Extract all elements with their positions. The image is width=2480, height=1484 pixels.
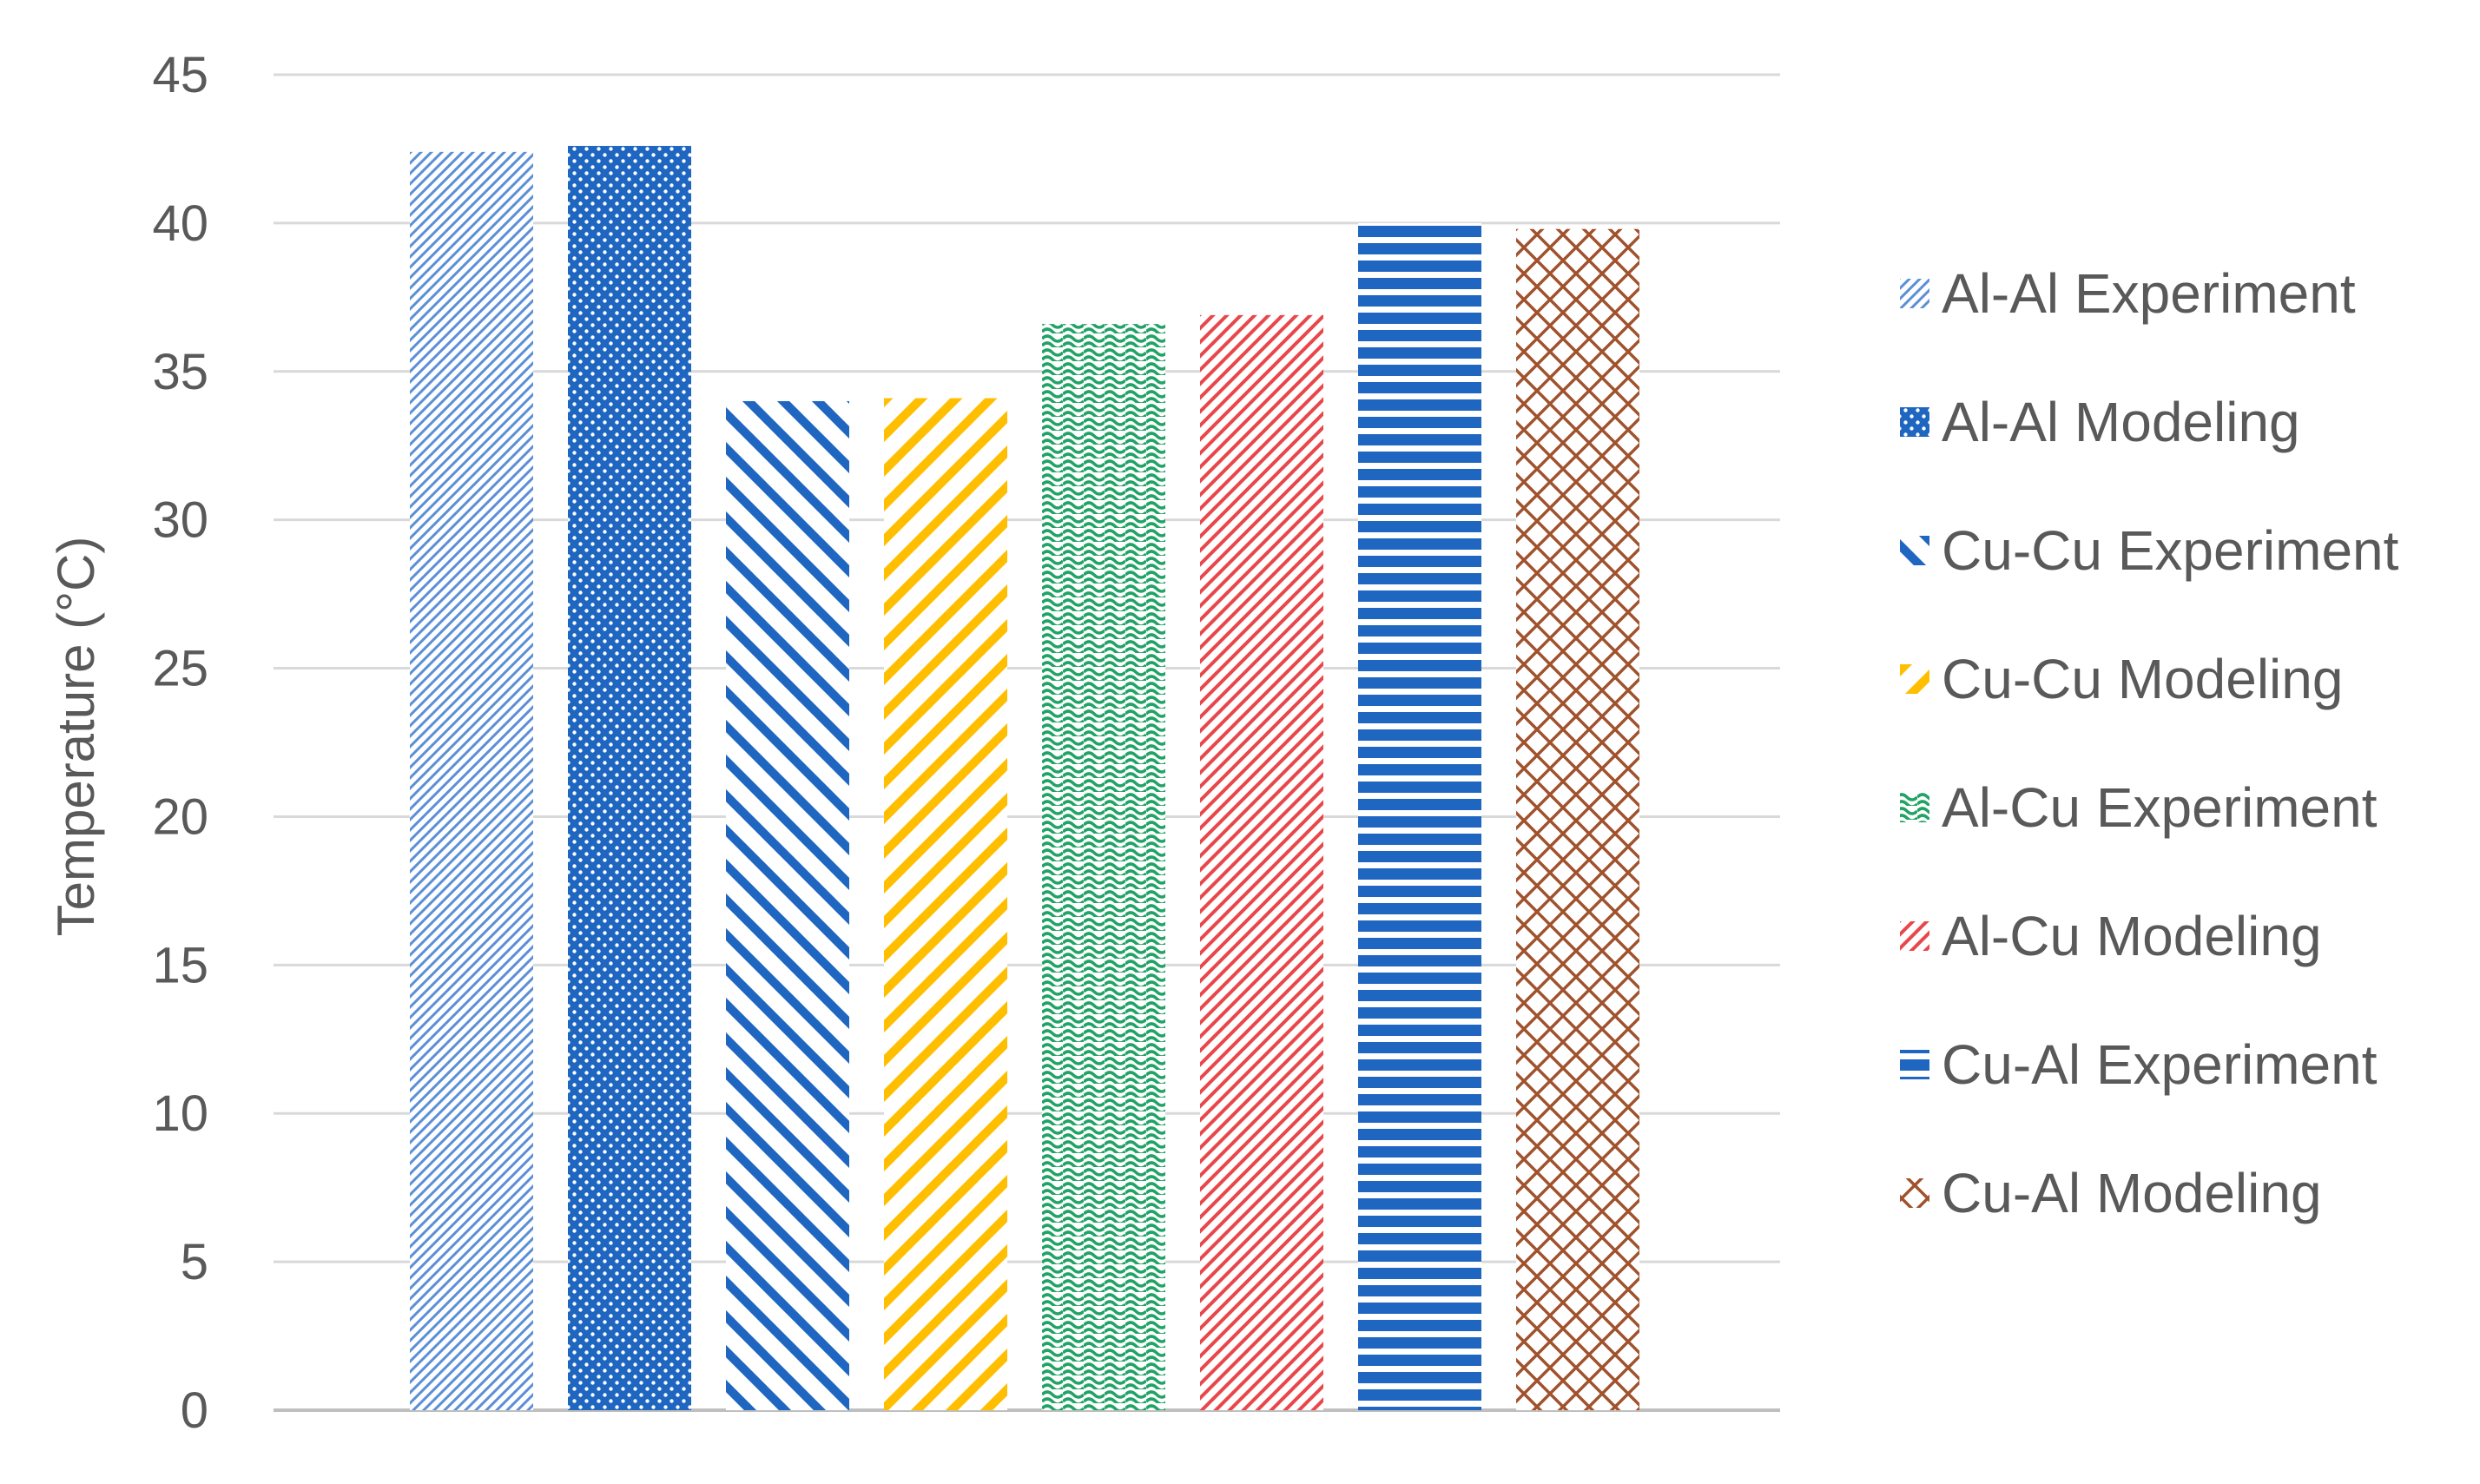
legend-swatch [1900, 1178, 1929, 1208]
legend-item: Al-Al Modeling [1900, 391, 2300, 453]
legend-item: Cu-Al Modeling [1900, 1162, 2322, 1224]
legend-label: Cu-Al Experiment [1942, 1033, 2378, 1096]
legend-swatch [1900, 279, 1929, 308]
legend-label: Cu-Cu Modeling [1942, 648, 2343, 710]
y-tick-label: 40 [152, 195, 208, 252]
bar-al-al-experiment [410, 151, 533, 1411]
bars [410, 146, 1639, 1411]
legend-label: Al-Cu Experiment [1942, 776, 2378, 839]
y-tick-label: 15 [152, 937, 208, 993]
legend-item: Al-Cu Modeling [1900, 905, 2322, 967]
legend-item: Cu-Cu Modeling [1900, 648, 2343, 710]
legend-label: Cu-Cu Experiment [1942, 519, 2399, 582]
bar-cu-cu-experiment [726, 400, 849, 1410]
bar-al-cu-experiment [1042, 324, 1165, 1411]
bar-cu-al-experiment [1358, 222, 1481, 1410]
legend-item: Cu-Al Experiment [1900, 1033, 2378, 1096]
y-tick-label: 0 [181, 1382, 208, 1439]
legend-swatch [1900, 1050, 1929, 1079]
bar-al-cu-modeling [1200, 314, 1323, 1411]
y-tick-label: 10 [152, 1085, 208, 1142]
legend-item: Cu-Cu Experiment [1900, 519, 2399, 582]
legend-label: Cu-Al Modeling [1942, 1162, 2322, 1224]
y-axis-title: Temperature (°C) [47, 537, 105, 937]
legend-swatch [1900, 536, 1929, 565]
legend-item: Al-Al Experiment [1900, 262, 2356, 325]
legend-item: Al-Cu Experiment [1900, 776, 2378, 839]
legend-label: Al-Al Modeling [1942, 391, 2300, 453]
legend-swatch [1900, 793, 1929, 822]
y-tick-label: 45 [152, 47, 208, 103]
legend: Al-Al Experiment Al-Al Modeling Cu-Cu Expe… [1900, 262, 2399, 1224]
bar-cu-cu-modeling [884, 398, 1007, 1410]
legend-swatch [1900, 664, 1929, 694]
y-tick-label: 25 [152, 641, 208, 697]
bar-al-al-modeling [568, 146, 691, 1411]
y-tick-label: 30 [152, 492, 208, 549]
y-axis-ticks: 0 5 10 15 20 25 30 35 40 45 [152, 47, 208, 1439]
legend-swatch [1900, 921, 1929, 951]
legend-label: Al-Cu Modeling [1942, 905, 2322, 967]
y-tick-label: 20 [152, 788, 208, 845]
y-tick-label: 35 [152, 344, 208, 400]
legend-swatch [1900, 407, 1929, 437]
legend-label: Al-Al Experiment [1942, 262, 2356, 325]
bar-cu-al-modeling [1516, 228, 1639, 1410]
y-tick-label: 5 [181, 1234, 208, 1290]
